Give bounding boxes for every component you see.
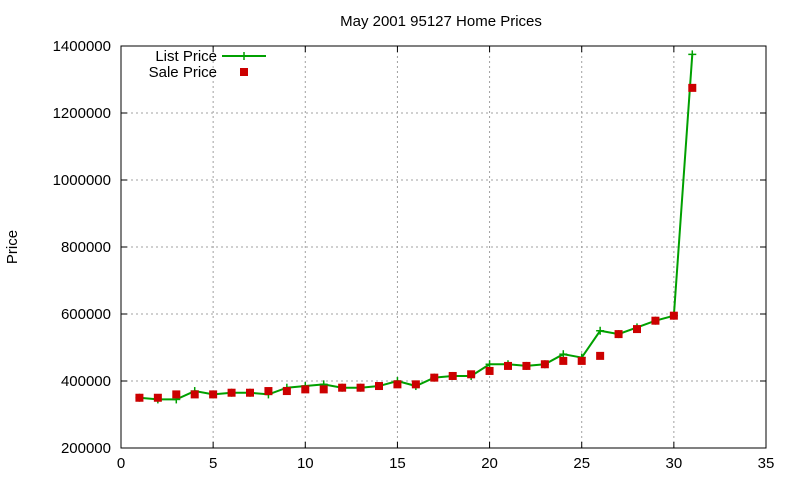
x-tick-label: 0	[117, 455, 125, 472]
sale-price-point	[559, 356, 568, 365]
sale-price-point	[393, 380, 402, 389]
sale-price-point	[209, 390, 218, 399]
y-tick-label: 200000	[61, 440, 111, 457]
x-tick-label: 30	[666, 455, 683, 472]
sale-price-point	[153, 393, 162, 402]
x-tick-label: 5	[209, 455, 217, 472]
legend-label-list-price: List Price	[155, 48, 217, 65]
sale-price-point	[411, 380, 420, 389]
y-tick-label: 400000	[61, 373, 111, 390]
x-tick-label: 10	[297, 455, 314, 472]
list-price-point	[485, 360, 494, 369]
sale-price-point	[448, 371, 457, 380]
chart-title: May 2001 95127 Home Prices	[340, 13, 542, 30]
y-axis-label: Price	[4, 230, 21, 264]
sale-price-point	[282, 387, 291, 396]
sale-price-point	[540, 360, 549, 369]
list-price-point	[596, 326, 605, 335]
sale-price-point	[264, 387, 273, 396]
sale-price-point	[338, 383, 347, 392]
y-tick-label: 600000	[61, 306, 111, 323]
x-tick-label: 25	[573, 455, 590, 472]
sale-price-point	[485, 366, 494, 375]
y-tick-label: 1000000	[53, 172, 111, 189]
list-price-point	[559, 350, 568, 359]
sale-price-point	[375, 382, 383, 391]
sale-price-point	[246, 388, 254, 397]
sale-price-point	[669, 311, 678, 320]
sale-price-point	[356, 383, 365, 392]
sale-price-point	[596, 351, 605, 360]
x-tick-label: 15	[389, 455, 406, 472]
sale-price-point	[190, 390, 199, 399]
y-tick-label: 1200000	[53, 105, 111, 122]
y-tick-label: 800000	[61, 239, 111, 256]
y-tick-label: 1400000	[53, 38, 111, 55]
legend-label-sale-price: Sale Price	[149, 64, 217, 81]
sale-price-point	[614, 330, 623, 339]
x-tick-label: 20	[481, 455, 498, 472]
sale-price-point	[319, 385, 328, 394]
sale-price-point	[301, 385, 310, 394]
sale-price-point	[522, 361, 531, 370]
x-tick-label: 35	[758, 455, 775, 472]
sale-price-point	[651, 316, 660, 325]
sale-price-point	[633, 325, 641, 334]
sale-price-point	[467, 370, 476, 379]
legend-swatch-sale-price	[240, 68, 248, 76]
axes: 0 5 10 15 20 25 30 35 200000 400000 600000 800000 10…	[53, 38, 775, 472]
sale-price-point	[688, 83, 697, 92]
sale-price-point	[577, 356, 586, 365]
sale-price-point	[135, 393, 144, 402]
sale-price-point	[172, 390, 181, 399]
sale-price-point	[430, 373, 439, 382]
sale-price-point	[227, 388, 236, 397]
series-layer	[135, 50, 697, 404]
list-price-point	[688, 50, 697, 59]
grid-lines	[121, 46, 766, 448]
sale-price-point	[504, 361, 512, 370]
